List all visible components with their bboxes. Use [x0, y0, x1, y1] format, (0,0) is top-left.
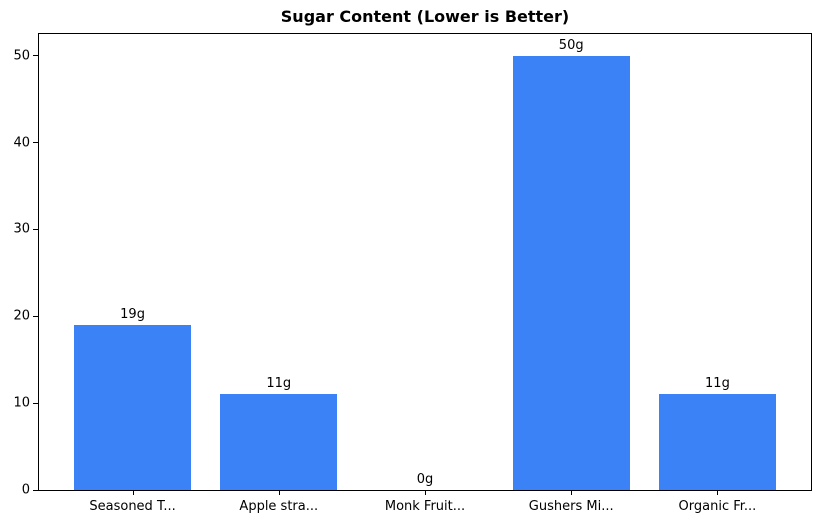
y-tick-mark [33, 315, 38, 317]
bar [658, 394, 776, 490]
bar [74, 324, 192, 490]
y-tick-mark [33, 228, 38, 230]
x-tick-mark [425, 490, 426, 495]
bar [512, 55, 630, 490]
x-tick-label: Apple stra... [239, 499, 319, 514]
x-tick-label: Seasoned T... [89, 499, 176, 514]
bar-value-label: 11g [266, 376, 292, 392]
x-tick-mark [717, 490, 719, 495]
x-tick-label: Organic Fr... [678, 499, 757, 514]
bar-value-label: 50g [558, 37, 584, 53]
y-tick-mark [33, 142, 38, 144]
x-tick-label: Gushers Mi... [528, 499, 614, 514]
bar-value-label: 11g [705, 376, 730, 392]
bar-value-label: 19g [120, 306, 145, 322]
y-tick-label: 50 [13, 48, 30, 64]
y-tick-mark [33, 402, 38, 404]
chart-title: Sugar Content (Lower is Better) [280, 7, 570, 26]
y-tick-label: 20 [13, 308, 30, 324]
y-tick-label: 30 [13, 221, 30, 237]
x-tick-mark [132, 490, 134, 495]
y-tick-label: 40 [13, 135, 30, 151]
y-tick-mark [33, 55, 38, 57]
x-tick-mark [278, 490, 280, 495]
bar-value-label: 0g [416, 472, 434, 487]
bar [220, 394, 338, 490]
y-tick-mark [33, 489, 38, 491]
x-tick-mark [571, 490, 573, 495]
x-tick-label: Monk Fruit... [384, 499, 466, 514]
plot-area: 19g Seasoned T... 11g Apple stra... 0g Monk F… [13, 33, 812, 514]
y-tick-label: 0 [21, 482, 30, 498]
y-tick-label: 10 [13, 395, 30, 411]
